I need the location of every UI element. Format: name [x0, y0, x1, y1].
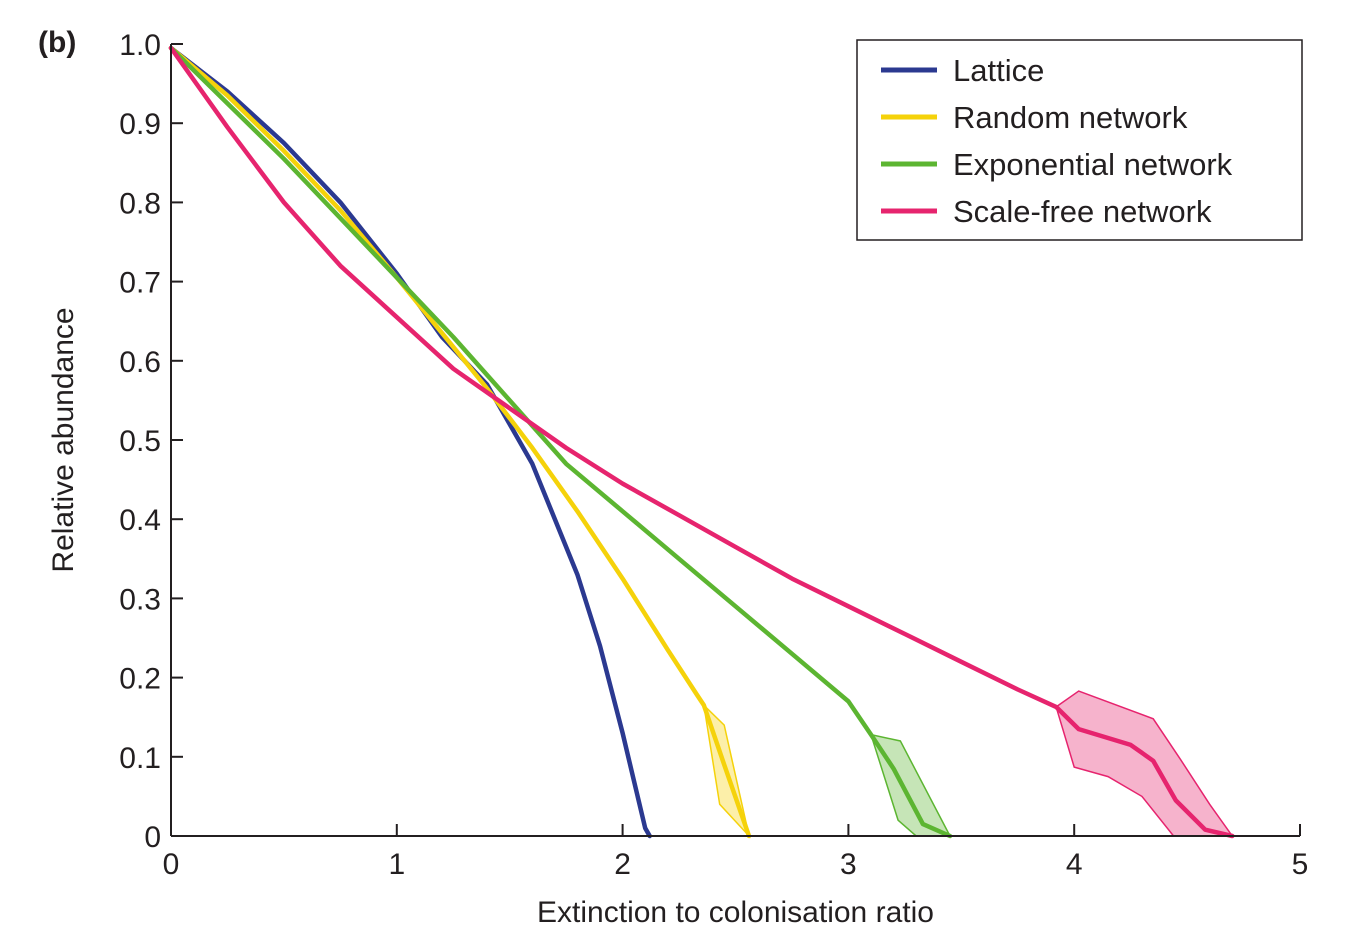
- legend-label-lattice: Lattice: [953, 53, 1044, 88]
- y-tick-label: 0.5: [119, 425, 161, 458]
- panel-label: (b): [38, 26, 77, 59]
- y-tick-label: 0.8: [119, 187, 161, 220]
- x-tick-label: 4: [1066, 848, 1083, 881]
- y-axis-title: Relative abundance: [47, 307, 80, 572]
- axes: 0 1 2 3 4 5 0 0.1 0.2 0.3 0.4 0.5 0.6 0.7 0.8 0.9 1.0: [119, 29, 1308, 881]
- series-lines: [168, 45, 1235, 839]
- y-tick-label: 0: [144, 821, 161, 854]
- legend: Lattice Random network Exponential network…: [856, 39, 1303, 241]
- y-tick-label: 1.0: [119, 29, 161, 62]
- x-tick-label: 5: [1292, 848, 1309, 881]
- legend-box: [856, 39, 1303, 241]
- series-line-scale-free-network: [168, 45, 1235, 839]
- legend-label-exponential-network: Exponential network: [953, 147, 1233, 182]
- y-tick-label: 0.9: [119, 108, 161, 141]
- x-axis-title: Extinction to colonisation ratio: [537, 896, 934, 929]
- y-tick-label: 0.3: [119, 583, 161, 616]
- y-tick-label: 0.4: [119, 504, 161, 537]
- x-tick-label: 2: [614, 848, 631, 881]
- x-tick-label: 0: [163, 848, 180, 881]
- y-tick-label: 0.2: [119, 663, 161, 696]
- x-tick-label: 1: [388, 848, 405, 881]
- legend-label-random-network: Random network: [953, 100, 1188, 135]
- legend-label-scale-free-network: Scale-free network: [953, 194, 1212, 229]
- x-tick-label: 3: [840, 848, 857, 881]
- series-line-lattice: [168, 45, 652, 839]
- series-line-random-network: [168, 45, 752, 839]
- y-tick-label: 0.6: [119, 346, 161, 379]
- y-tick-label: 0.1: [119, 742, 161, 775]
- series-line-exponential-network: [168, 45, 953, 839]
- y-tick-label: 0.7: [119, 267, 161, 300]
- band-scale-free-network: [1055, 690, 1234, 837]
